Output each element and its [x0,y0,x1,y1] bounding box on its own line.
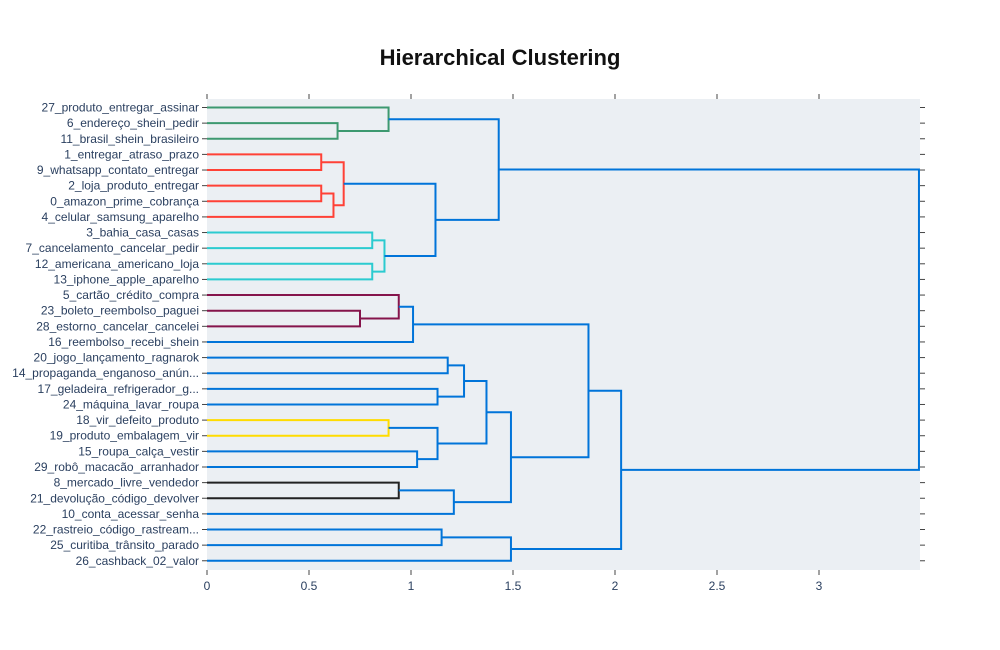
leaf-label-28: 25_curitiba_trânsito_parado [50,538,199,552]
x-tick-label-0: 0 [204,579,211,593]
leaf-label-3: 1_entregar_atraso_prazo [64,147,199,161]
leaf-label-16: 20_jogo_lançamento_ragnarok [34,351,200,365]
chart-title: Hierarchical Clustering [380,45,621,70]
leaf-label-4: 9_whatsapp_contato_entregar [37,163,199,177]
leaf-label-1: 6_endereço_shein_pedir [67,116,199,130]
leaf-label-26: 10_conta_acessar_senha [62,507,200,521]
leaf-label-29: 26_cashback_02_valor [76,554,199,568]
leaf-label-19: 24_máquina_lavar_roupa [63,397,199,411]
leaf-label-10: 12_americana_americano_loja [35,257,199,271]
leaf-label-6: 0_amazon_prime_cobrança [50,194,199,208]
leaf-label-7: 4_celular_samsung_aparelho [42,210,200,224]
leaf-label-27: 22_rastreio_código_rastream... [33,523,199,537]
leaf-label-9: 7_cancelamento_cancelar_pedir [26,241,199,255]
x-tick-label-4: 2 [612,579,619,593]
leaf-label-14: 28_estorno_cancelar_cancelei [36,319,199,333]
leaf-label-25: 21_devolução_código_devolver [30,491,199,505]
leaf-label-17: 14_propaganda_enganoso_anún... [12,366,199,380]
leaf-labels: 27_produto_entregar_assinar6_endereço_sh… [12,101,200,568]
leaf-label-21: 19_produto_embalagem_vir [50,429,199,443]
dendrogram-link-28 [498,168,920,471]
leaf-label-12: 5_cartão_crédito_compra [63,288,199,302]
leaf-label-5: 2_loja_produto_entregar [68,179,199,193]
x-tick-label-6: 3 [816,579,823,593]
leaf-label-15: 16_reembolso_recebi_shein [48,335,199,349]
leaf-label-11: 13_iphone_apple_aparelho [54,272,200,286]
leaf-label-23: 29_robô_macacão_arranhador [34,460,199,474]
leaf-label-13: 23_boleto_reembolso_paguei [41,304,199,318]
plot-background [207,99,920,570]
leaf-label-22: 15_roupa_calça_vestir [78,444,199,458]
x-tick-label-1: 0.5 [301,579,318,593]
x-tick-label-3: 1.5 [505,579,522,593]
leaf-label-24: 8_mercado_livre_vendedor [54,476,199,490]
dendrogram-links [207,106,920,562]
leaf-label-2: 11_brasil_shein_brasileiro [60,132,199,146]
x-tick-label-2: 1 [408,579,415,593]
axis-ticks: 0 0.5 1 1.5 2 2.5 3 [202,94,925,593]
leaf-label-18: 17_geladeira_refrigerador_g... [38,382,199,396]
leaf-label-8: 3_bahia_casa_casas [86,226,199,240]
leaf-label-20: 18_vir_defeito_produto [76,413,199,427]
x-tick-label-5: 2.5 [709,579,726,593]
leaf-label-0: 27_produto_entregar_assinar [42,101,199,115]
